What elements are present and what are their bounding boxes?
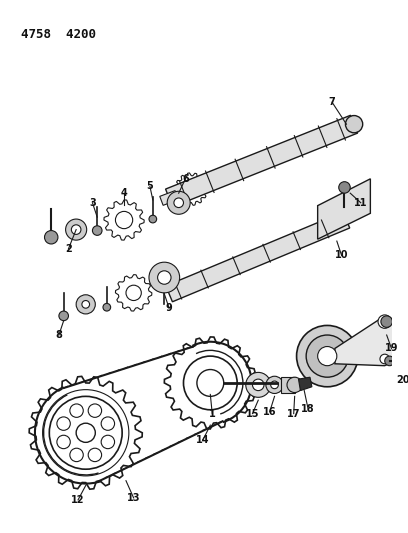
Circle shape [271, 381, 278, 389]
Circle shape [184, 182, 198, 196]
Circle shape [380, 354, 390, 364]
Circle shape [246, 373, 271, 397]
Text: 6: 6 [182, 174, 189, 184]
Text: 18: 18 [301, 404, 315, 414]
Circle shape [70, 448, 83, 462]
Circle shape [184, 356, 237, 410]
Circle shape [346, 116, 363, 133]
Circle shape [287, 377, 302, 392]
Polygon shape [160, 191, 178, 205]
Circle shape [57, 435, 70, 449]
Text: 4758  4200: 4758 4200 [20, 28, 95, 41]
Polygon shape [166, 115, 358, 207]
Text: 2: 2 [65, 244, 72, 254]
Text: 13: 13 [127, 493, 140, 503]
Circle shape [71, 225, 81, 235]
Circle shape [174, 198, 184, 207]
Polygon shape [318, 179, 370, 239]
Circle shape [82, 301, 90, 308]
Circle shape [76, 295, 95, 314]
Text: 19: 19 [385, 343, 398, 353]
Circle shape [103, 303, 111, 311]
Circle shape [339, 182, 350, 193]
Text: 10: 10 [335, 251, 348, 261]
Circle shape [149, 262, 180, 293]
Polygon shape [335, 316, 394, 366]
Circle shape [88, 404, 102, 417]
Circle shape [57, 417, 70, 430]
Circle shape [157, 271, 171, 284]
Circle shape [76, 423, 95, 442]
Text: 14: 14 [196, 435, 209, 446]
Circle shape [101, 435, 115, 449]
Circle shape [115, 212, 133, 229]
Polygon shape [104, 200, 144, 240]
Polygon shape [299, 377, 312, 391]
Text: 9: 9 [166, 303, 173, 313]
Circle shape [318, 346, 337, 366]
Polygon shape [115, 274, 152, 311]
Circle shape [70, 404, 83, 417]
Circle shape [381, 316, 392, 327]
Circle shape [126, 285, 141, 301]
Circle shape [306, 335, 348, 377]
Text: 7: 7 [329, 97, 335, 107]
Circle shape [378, 315, 391, 328]
Circle shape [253, 379, 264, 391]
Circle shape [44, 231, 58, 244]
Text: 17: 17 [287, 409, 300, 418]
Text: 15: 15 [246, 409, 259, 418]
Polygon shape [29, 376, 142, 489]
Bar [281, 377, 295, 392]
Circle shape [66, 219, 86, 240]
Polygon shape [175, 173, 208, 205]
Text: 20: 20 [396, 375, 408, 385]
Circle shape [297, 326, 358, 387]
Text: 8: 8 [55, 330, 62, 340]
Circle shape [101, 417, 115, 430]
Circle shape [93, 226, 102, 236]
Text: 3: 3 [89, 198, 96, 208]
Circle shape [385, 356, 394, 366]
Circle shape [59, 311, 69, 321]
Circle shape [88, 448, 102, 462]
Polygon shape [166, 212, 350, 302]
Circle shape [197, 369, 224, 397]
Circle shape [167, 191, 190, 214]
Text: 4: 4 [121, 188, 127, 198]
Polygon shape [164, 337, 256, 429]
Text: 12: 12 [71, 495, 85, 505]
Text: 5: 5 [146, 181, 153, 191]
Text: 11: 11 [354, 198, 368, 208]
Text: 1: 1 [209, 409, 215, 418]
Text: 16: 16 [263, 407, 277, 417]
Circle shape [149, 215, 157, 223]
Circle shape [266, 376, 283, 393]
Circle shape [49, 397, 122, 469]
